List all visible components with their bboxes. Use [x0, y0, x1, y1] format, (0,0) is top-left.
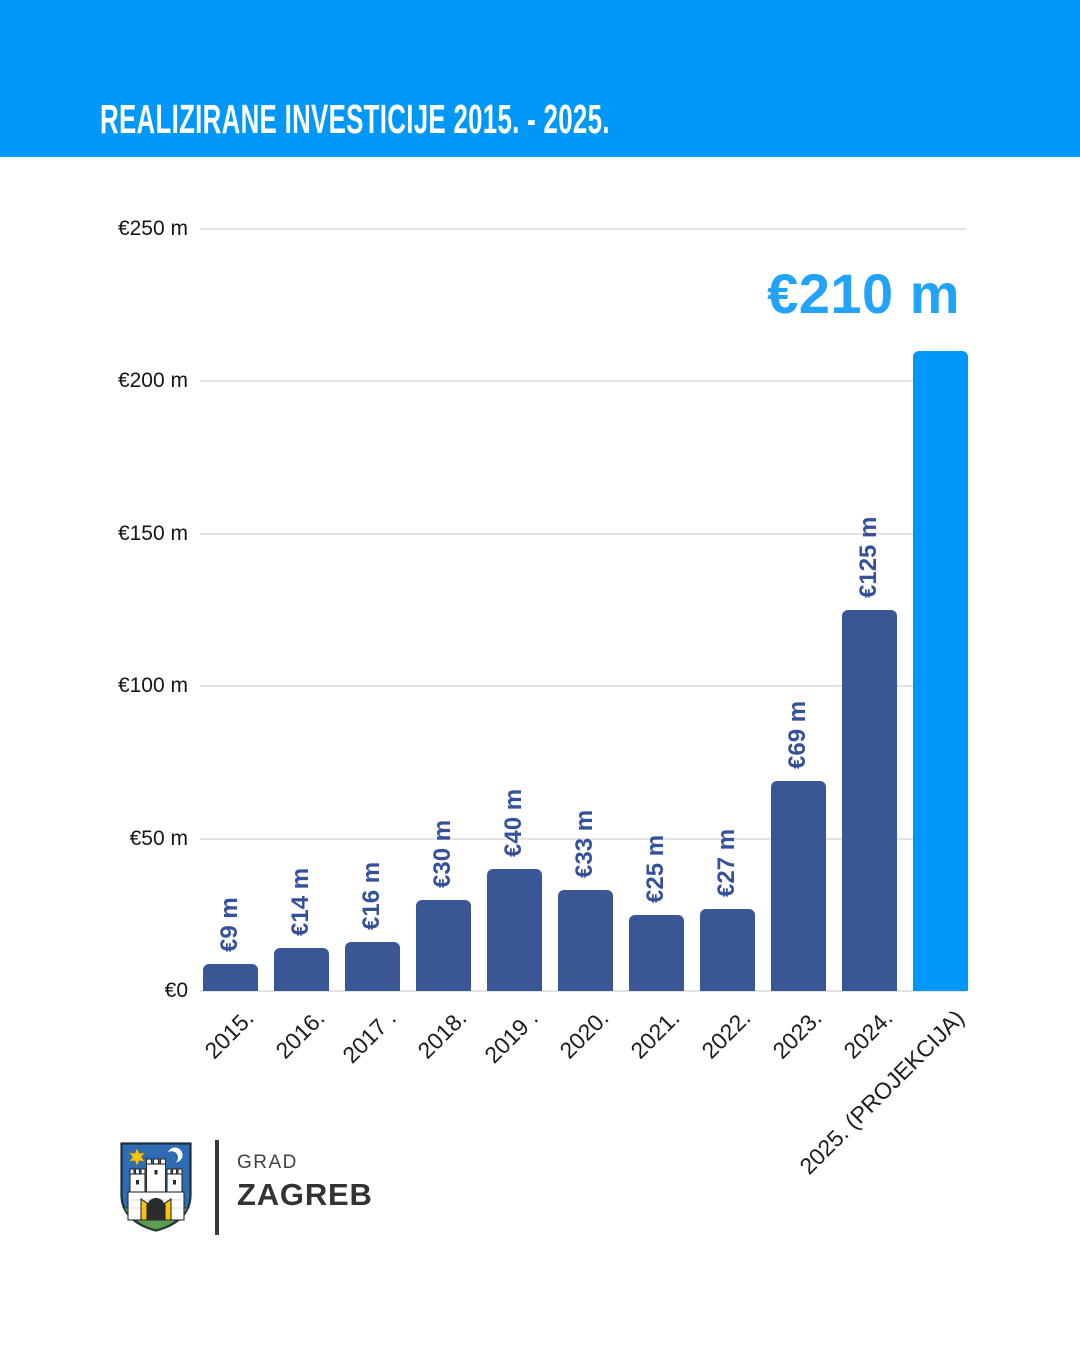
x-tick-label: 2018. — [412, 1004, 472, 1064]
x-tick-label: 2022. — [696, 1004, 756, 1064]
y-tick-label-250: €250 m — [117, 217, 188, 240]
bar-value-label: €9 m — [216, 896, 243, 952]
gridline-150 — [200, 532, 966, 535]
gate-door-right — [164, 1197, 172, 1221]
castle-icon — [127, 1158, 185, 1221]
header-banner: REALIZIRANE INVESTICIJE 2015. - 2025. — [0, 0, 1080, 157]
footer-logo-lockup: GRAD ZAGREB — [118, 1140, 373, 1235]
bar-2015 — [202, 963, 258, 991]
org-name-small: GRAD — [237, 1152, 298, 1173]
org-name-large: ZAGREB — [237, 1176, 373, 1212]
bar-value-label: €40 m — [500, 789, 527, 858]
gridline-250 — [200, 228, 966, 230]
bar-2024 — [841, 610, 897, 991]
bar-2018 — [415, 899, 471, 991]
x-tick-label: 2023. — [767, 1004, 827, 1064]
bar-value-label: €69 m — [784, 700, 811, 769]
bar-value-label: €125 m — [855, 516, 882, 598]
bar-2017 — [344, 942, 400, 991]
bar-value-label: €27 m — [713, 828, 740, 897]
y-tick-label-200: €200 m — [117, 369, 188, 393]
x-tick-label: 2015. — [199, 1004, 259, 1064]
gridline-100 — [200, 685, 966, 688]
bar-2023 — [770, 780, 826, 991]
highlight-value-label: €210 m — [767, 262, 960, 325]
bar-value-label: €25 m — [642, 834, 669, 903]
bar-value-label: €33 m — [571, 810, 598, 879]
org-name: GRAD ZAGREB — [237, 1140, 373, 1235]
x-tick-label: 2016. — [270, 1004, 330, 1064]
bar-2021 — [628, 914, 684, 991]
bar-2022 — [699, 908, 755, 991]
star-icon — [128, 1147, 146, 1167]
y-tick-label-50: €50 m — [129, 826, 188, 850]
x-tick-label: 2019 . — [479, 1004, 543, 1069]
x-tick-label: 2024. — [838, 1004, 898, 1064]
bar-value-label: €30 m — [429, 819, 456, 888]
bar-2025 — [912, 350, 968, 991]
x-tick-label: 2021. — [625, 1004, 685, 1064]
y-tick-label-0: €0 — [164, 979, 188, 1002]
bar-value-label: €14 m — [287, 868, 314, 937]
x-tick-label: 2017 . — [337, 1004, 401, 1069]
x-tick-label: 2020. — [554, 1004, 614, 1064]
page-title: REALIZIRANE INVESTICIJE 2015. - 2025. — [100, 96, 610, 142]
bar-2019 — [486, 869, 542, 991]
crescent-icon — [165, 1147, 183, 1164]
gridline-50 — [200, 837, 966, 840]
x-tick-label: 2025. (PROJEKCIJA) — [794, 1004, 969, 1180]
bar-2020 — [557, 890, 613, 991]
zagreb-coat-of-arms-icon — [120, 1142, 192, 1232]
y-tick-label-150: €150 m — [117, 521, 188, 545]
bar-value-label: €16 m — [358, 862, 385, 931]
bar-2016 — [273, 948, 329, 991]
logo-divider — [215, 1140, 219, 1235]
gridline-0 — [200, 990, 966, 992]
y-tick-label-100: €100 m — [117, 674, 188, 698]
gridline-200 — [200, 380, 966, 383]
gate-arch — [147, 1198, 165, 1220]
gate-door-left — [140, 1197, 148, 1221]
